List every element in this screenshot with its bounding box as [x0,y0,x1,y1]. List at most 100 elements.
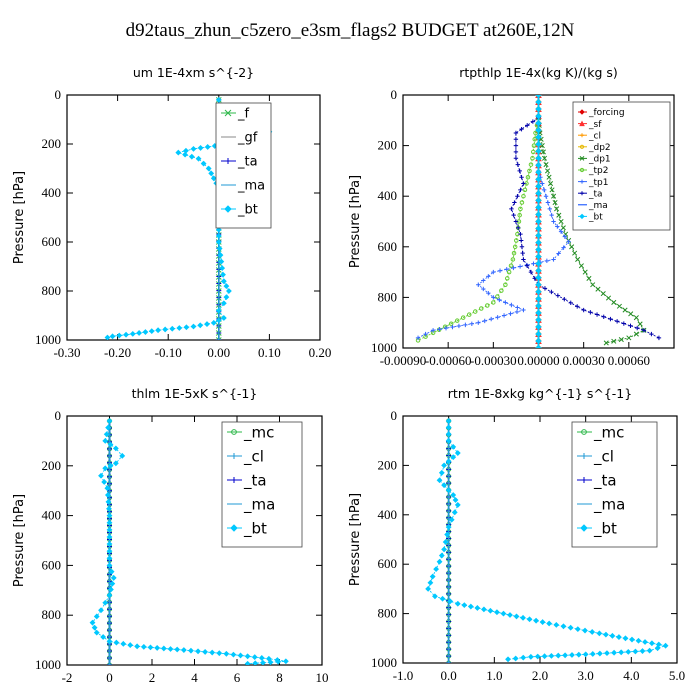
marker [244,653,251,660]
marker [456,323,462,329]
y-tick-label: 600 [42,234,62,249]
legend-label: _gf [237,131,258,146]
x-tick-label: 0.00000 [517,353,559,368]
marker [217,252,224,258]
marker [443,325,449,331]
y-tick-label: 0 [55,87,62,102]
marker [535,126,542,134]
marker [474,605,481,611]
marker [445,487,452,494]
y-tick-label: 1000 [35,657,61,672]
legend-box [215,102,272,229]
marker [495,315,500,320]
marker [480,606,487,613]
y-tick-label: 800 [378,289,398,304]
x-tick-label: -0.20 [104,345,131,360]
figure-title: d92taus_zhun_c5zero_e3sm_flags2 BUDGET a… [125,20,575,41]
marker [535,323,542,331]
series-ta [509,115,662,341]
x-tick-label: 0.00060 [608,353,650,368]
x-tick-label: 3.0 [578,668,594,683]
marker [515,305,520,310]
marker [510,257,516,262]
legend-item: _ta [227,471,267,490]
marker [230,524,238,532]
marker [210,175,217,182]
marker [553,621,560,628]
marker [541,187,547,193]
marker [436,477,443,484]
legend-item: _gf [221,131,258,146]
x-tick-label: -0.10 [155,345,182,360]
marker [451,509,458,516]
marker [499,288,504,293]
marker [225,158,231,164]
marker [436,558,443,565]
marker [535,253,542,260]
legend-label: _bt [588,213,603,223]
marker [535,211,542,218]
marker [579,167,585,173]
marker [174,646,181,653]
marker [603,340,609,346]
legend-label: _ta [237,155,258,170]
marker [195,155,202,162]
legend-label: _f [237,107,250,122]
legend-item: _sf [578,120,602,130]
marker [267,659,274,665]
marker [618,337,624,343]
legend-item: _ta [221,155,258,170]
marker [425,585,432,592]
marker [527,653,534,660]
marker [495,294,500,299]
marker [535,267,542,274]
legend-item: _dp2 [578,143,611,153]
marker [224,109,232,117]
marker [535,197,542,204]
legend-item: _tp1 [578,178,608,188]
marker [547,180,554,187]
marker [549,289,554,295]
marker [204,144,211,150]
marker [106,519,113,526]
marker [101,479,108,485]
marker [429,573,436,580]
marker [528,269,534,275]
marker [525,174,531,180]
marker [575,304,580,309]
marker [616,303,622,309]
y-axis-label: Pressure [hPa] [12,494,27,587]
y-tick-label: 400 [42,185,62,200]
legend-item: _ma [577,495,625,514]
legend-item: _bt [577,519,617,538]
marker [535,133,542,141]
marker [106,562,113,569]
marker [106,592,113,599]
marker [626,335,632,341]
marker [549,212,554,218]
x-tick-label: -1.0 [393,668,414,683]
marker [514,238,519,243]
marker [275,658,282,665]
marker [460,315,466,320]
marker [511,265,516,271]
legend-item: _mc [227,423,274,442]
marker [525,123,530,128]
marker [113,639,120,646]
marker [98,472,104,479]
marker [646,647,653,654]
marker [509,206,514,212]
legend-label: _bt [237,203,258,218]
marker [112,445,119,452]
marker [589,629,596,635]
marker [107,462,114,469]
marker [535,260,542,267]
marker [433,566,440,573]
legend-label: _ma [243,495,275,514]
marker [223,650,230,657]
plot-area [89,418,289,665]
x-tick-label: 0 [106,670,113,685]
y-tick-label: 200 [42,458,62,473]
y-tick-label: 200 [378,138,398,153]
marker [543,194,549,199]
